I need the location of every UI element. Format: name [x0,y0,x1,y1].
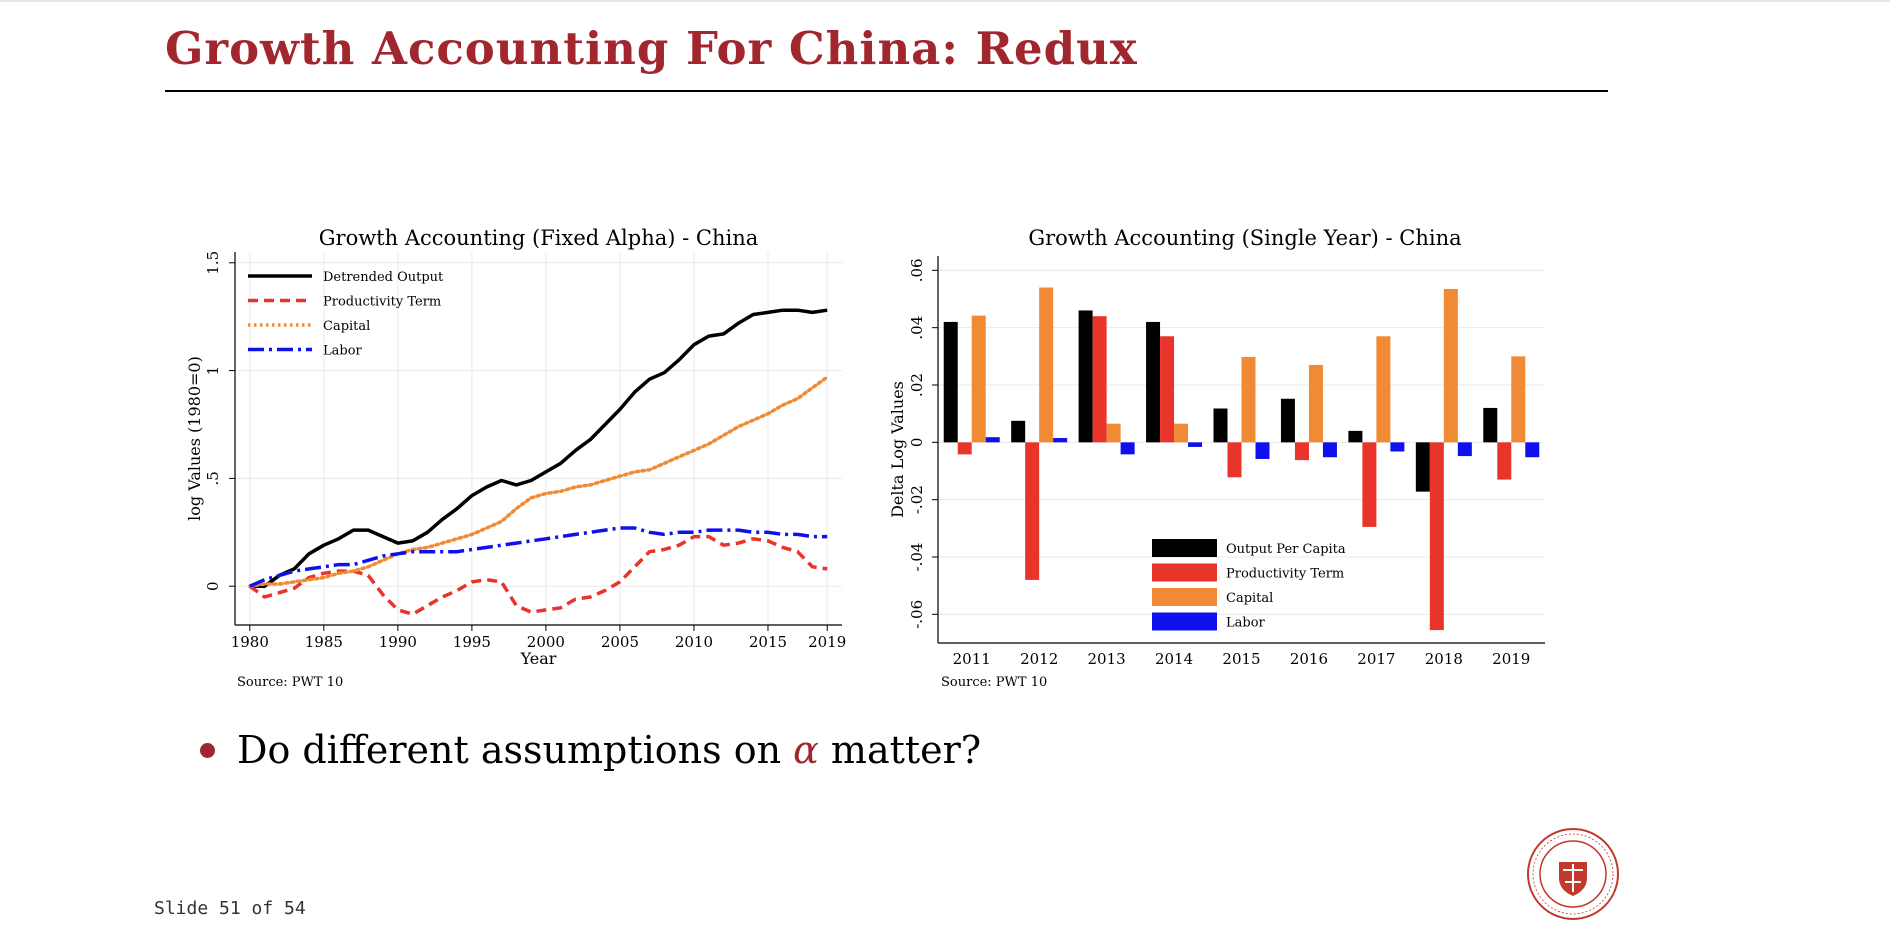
bar [1280,398,1295,443]
x-tick-label: 2018 [1425,650,1463,668]
fixed-alpha-line-chart: Growth Accounting (Fixed Alpha) - China 1… [185,226,846,690]
bar [1106,423,1121,443]
bar [1213,408,1228,443]
x-axis-label: Year [520,649,557,668]
legend-label: Capital [323,319,370,334]
slide-number: Slide 51 of 54 [154,898,306,919]
bar [1120,442,1135,455]
bar [1443,288,1458,443]
title-underline [165,90,1608,92]
legend-key-2 [1152,588,1217,606]
x-tick-label: 1980 [231,633,269,651]
series-line-3 [249,526,828,588]
bullet-text-start: Do different assumptions on [237,728,782,772]
x-tick-label: 2019 [808,633,846,651]
bar [1241,356,1256,443]
bar [1348,430,1363,443]
bar [1053,438,1068,443]
x-tick-label: 2011 [953,650,991,668]
source-note: Source: PWT 10 [941,675,1047,690]
x-tick-label: 1990 [379,633,417,651]
y-tick-label: .02 [908,373,926,397]
bar [1457,442,1472,457]
bullet-text-end: matter? [830,728,982,772]
bar [1322,442,1337,458]
bar [985,437,1000,443]
x-tick-label: 2010 [675,633,713,651]
bar [1390,442,1405,452]
bar [1160,336,1175,443]
y-tick-label: -.06 [908,600,926,629]
x-tick-label: 2015 [1222,650,1260,668]
x-tick-label: 2016 [1290,650,1328,668]
single-year-bar-chart: Growth Accounting (Single Year) - China -… [888,226,1545,690]
legend-label: Productivity Term [1226,567,1344,582]
y-tick-label: .5 [204,471,222,485]
x-tick-label: 1985 [305,633,343,651]
bullet-question: Do different assumptions on α matter? [200,728,981,772]
bar [957,442,972,455]
x-tick-label: 2013 [1088,650,1126,668]
bar [1308,364,1323,443]
x-tick-label: 2012 [1020,650,1058,668]
legend-label: Detrended Output [323,270,444,285]
legend-label: Output Per Capita [1226,542,1346,557]
y-tick-label: -.02 [908,485,926,514]
bar [1146,321,1161,443]
bar [1525,442,1540,458]
y-tick-label: 1.5 [204,251,222,275]
bar [1092,316,1107,443]
carnegie-mellon-seal-icon [1527,828,1619,920]
legend-label: Labor [323,344,363,359]
x-tick-label: 2005 [601,633,639,651]
bar [1415,442,1430,492]
bar [943,321,958,443]
y-axis-label: Delta Log Values [888,381,907,518]
alpha-symbol: α [793,728,819,772]
bar [1078,310,1093,443]
x-tick-label: 2000 [527,633,565,651]
chart-title: Growth Accounting (Single Year) - China [1028,226,1461,250]
chart-title: Growth Accounting (Fixed Alpha) - China [319,226,758,250]
x-tick-label: 2015 [749,633,787,651]
legend-label: Capital [1226,591,1273,606]
bar [1025,442,1040,580]
bar [1174,423,1189,443]
bar [1011,420,1026,443]
bar [1188,442,1203,447]
bar [1362,442,1377,527]
y-tick-label: -.04 [908,543,926,572]
bar [1227,442,1242,478]
y-tick-label: .04 [908,316,926,340]
legend-label: Productivity Term [323,295,441,310]
top-border [0,0,1890,2]
y-axis-label: log Values (1980=0) [185,356,204,521]
legend-label: Labor [1226,616,1266,631]
legend-key-3 [1152,612,1217,631]
bar [1039,287,1054,443]
bar [1497,442,1512,480]
legend-key-0 [1152,539,1217,557]
slide-title: Growth Accounting For China: Redux [165,22,1138,75]
bar [1511,356,1526,443]
y-tick-label: 0 [204,581,222,591]
bar [1429,442,1444,631]
bullet-dot-icon [200,742,215,758]
x-tick-label: 1995 [453,633,491,651]
legend-key-1 [1152,563,1217,582]
x-tick-label: 2014 [1155,650,1193,668]
x-tick-label: 2017 [1357,650,1395,668]
x-tick-label: 2019 [1492,650,1530,668]
series-line-2 [248,375,829,588]
source-note: Source: PWT 10 [237,675,343,690]
y-tick-label: 1 [204,366,222,376]
bar [971,315,986,443]
bar [1376,336,1391,443]
bar [1483,407,1498,443]
series-line-0 [249,308,828,588]
y-tick-label: 0 [908,438,926,448]
y-tick-label: .06 [908,258,926,282]
bar [1255,442,1270,459]
bar [1294,442,1309,461]
